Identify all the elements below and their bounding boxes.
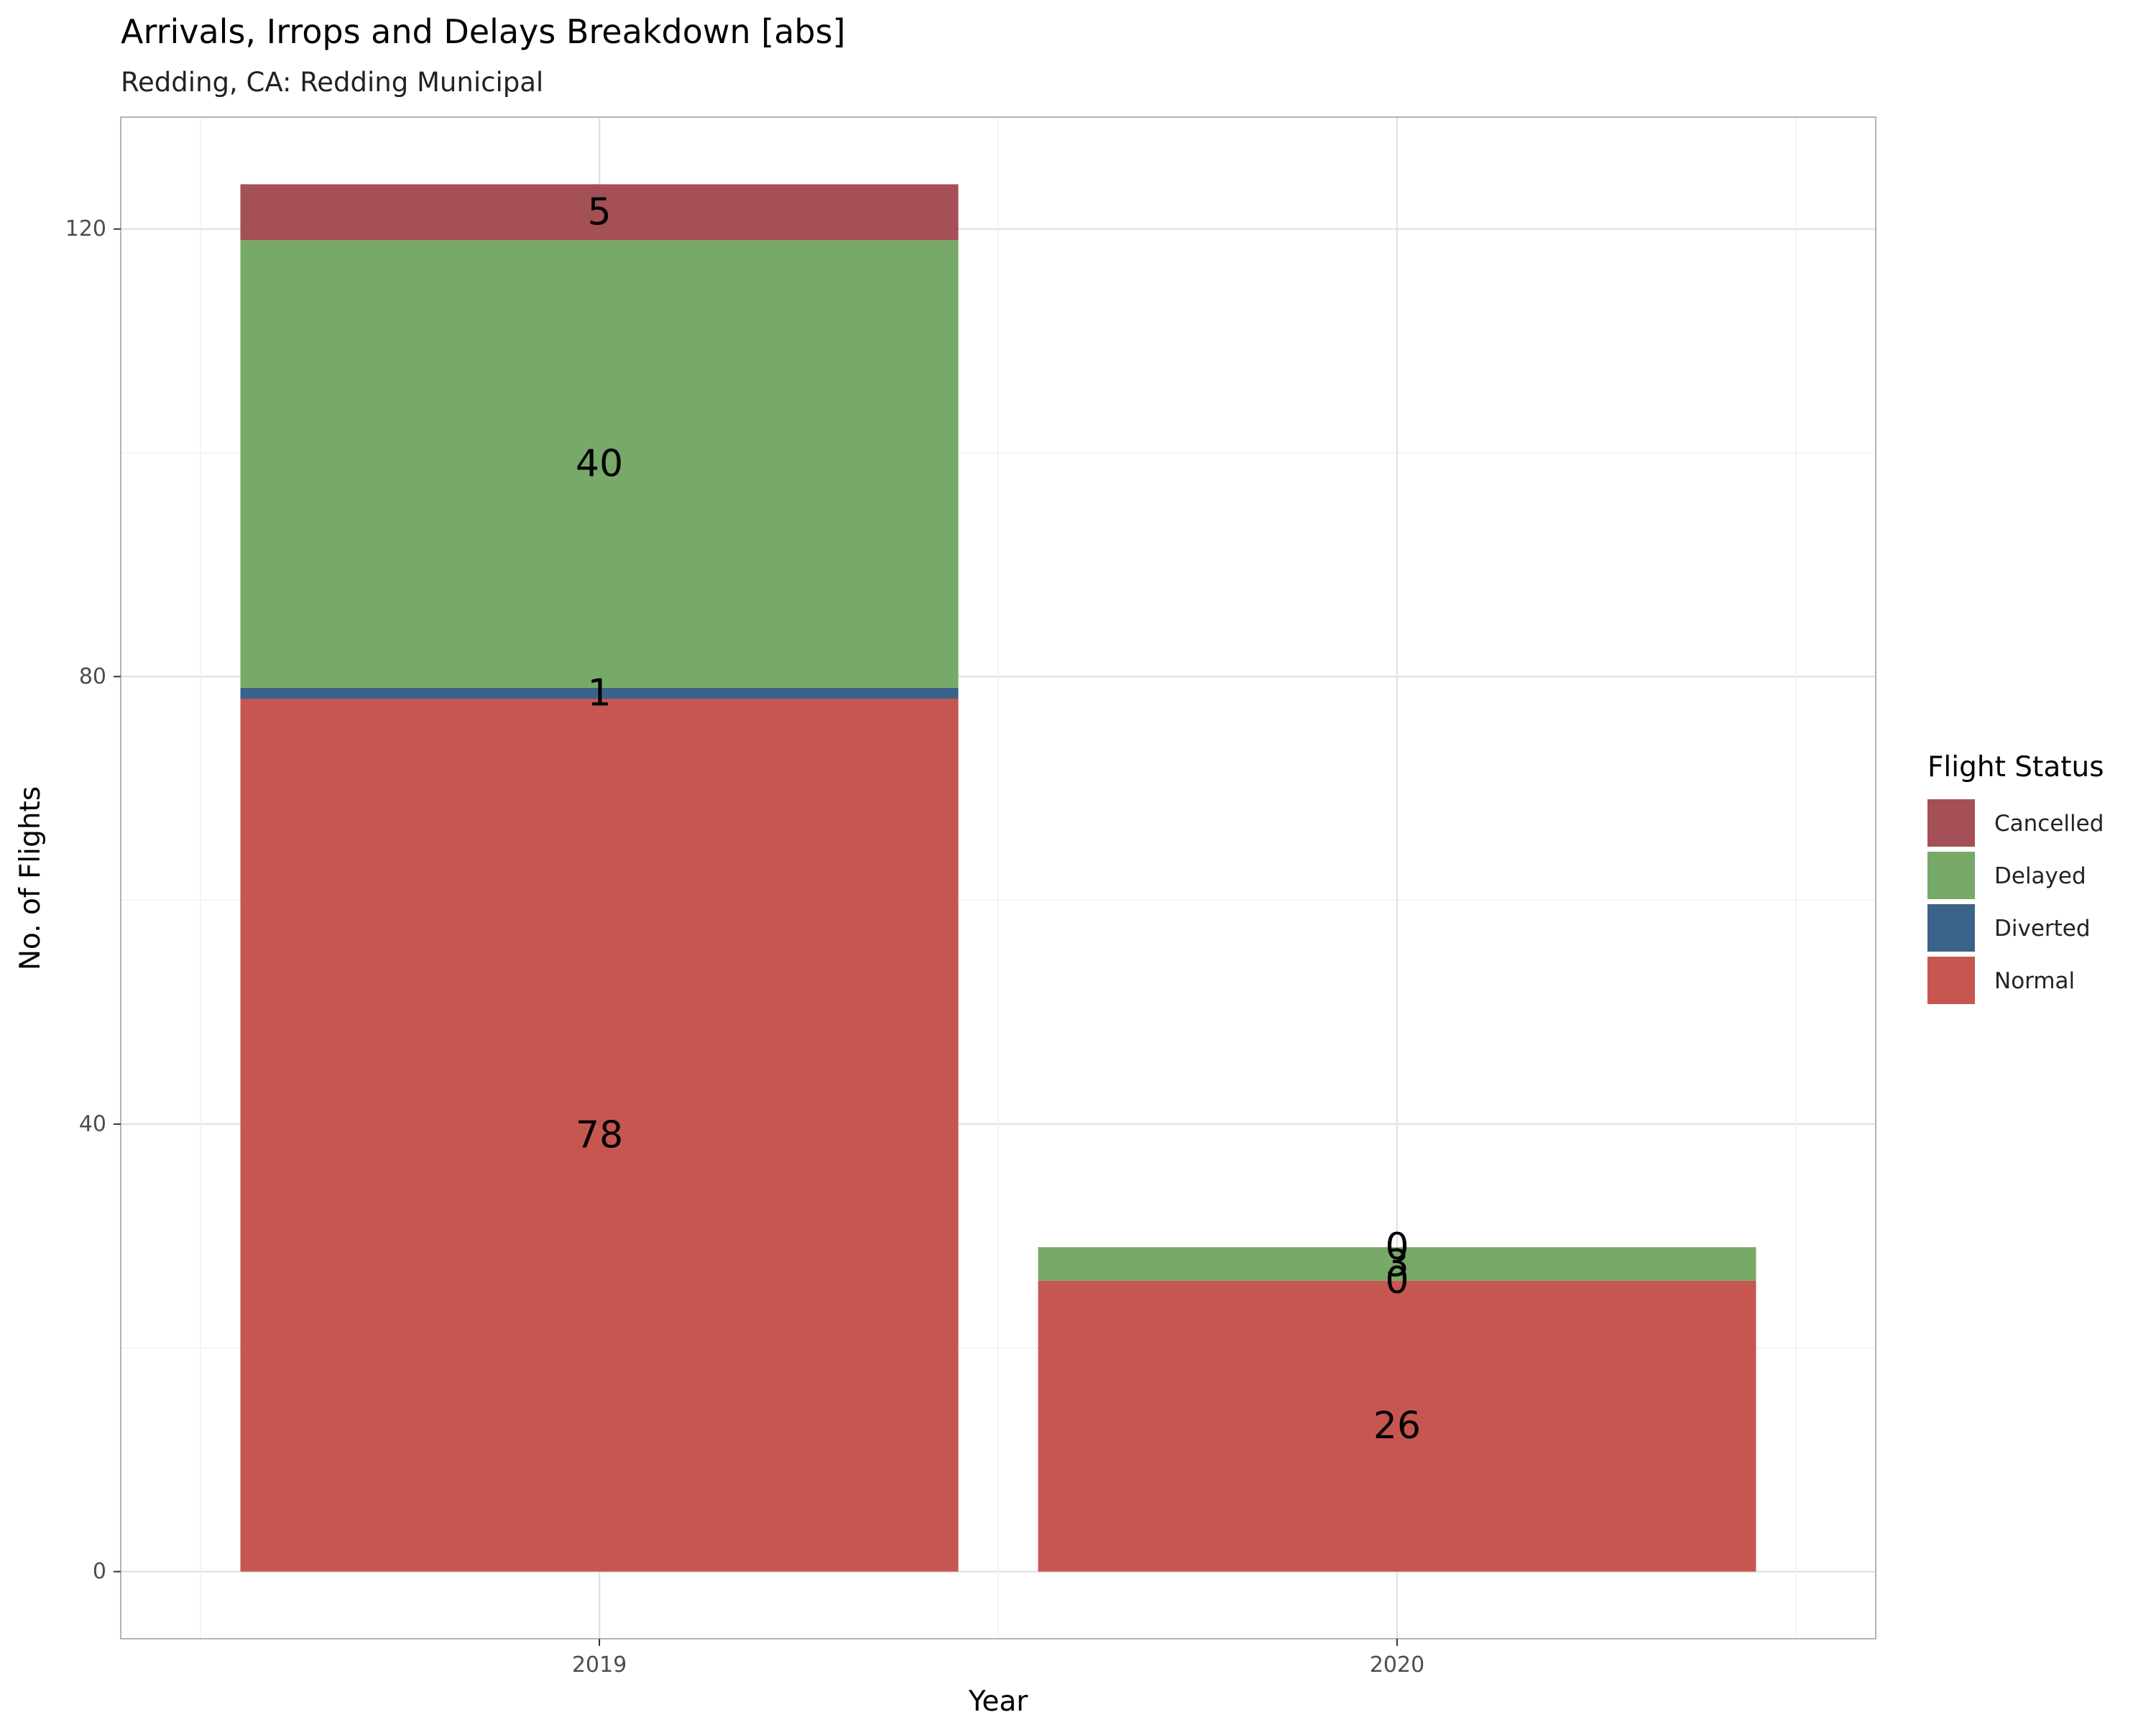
y-tick-label: 40 — [79, 1111, 106, 1136]
data-label-diverted-2019: 1 — [587, 672, 611, 715]
legend-label-normal: Normal — [1994, 968, 2075, 994]
bar-delayed-2019 — [240, 240, 959, 688]
legend: Flight Status Cancelled Delayed Diverted No… — [1927, 751, 2104, 1004]
legend-title: Flight Status — [1927, 751, 2104, 783]
bar-labels: 78 1 40 5 26 030 — [576, 190, 1421, 1448]
plot-border — [120, 116, 1876, 1639]
data-label-normal-2020: 26 — [1373, 1404, 1421, 1448]
bar-normal-2020 — [1038, 1280, 1756, 1572]
data-label-cancelled-2020: 0 — [1385, 1225, 1409, 1269]
x-tick-label: 2019 — [572, 1652, 627, 1678]
bar-normal-2019 — [240, 699, 959, 1572]
chart-title: Arrivals, Irrops and Delays Breakdown [a… — [121, 12, 845, 51]
data-label-delayed-2020: 3 — [1385, 1243, 1409, 1286]
legend-swatch-delayed — [1927, 852, 1975, 899]
x-axis-ticks: 2019 2020 — [572, 1639, 1424, 1678]
legend-swatch-normal — [1927, 957, 1975, 1004]
bar-diverted-2019 — [240, 687, 959, 699]
bar-delayed-2020 — [1038, 1247, 1756, 1281]
bar-cancelled-2019 — [240, 184, 959, 241]
y-axis-title: No. of Flights — [14, 786, 47, 970]
legend-swatch-diverted — [1927, 904, 1975, 952]
x-axis-title: Year — [968, 1685, 1029, 1718]
chart-subtitle: Redding, CA: Redding Municipal — [121, 67, 543, 98]
y-tick-label: 80 — [79, 664, 106, 689]
y-tick-label: 0 — [93, 1559, 106, 1584]
data-label-normal-2019: 78 — [576, 1114, 623, 1157]
x-tick-label: 2020 — [1370, 1652, 1424, 1678]
data-label-delayed-2019: 40 — [576, 443, 623, 486]
legend-swatch-cancelled — [1927, 799, 1975, 847]
legend-label-delayed: Delayed — [1994, 863, 2086, 889]
y-axis-ticks: 0 40 80 120 — [65, 216, 121, 1584]
legend-label-cancelled: Cancelled — [1994, 811, 2104, 837]
y-tick-label: 120 — [65, 216, 106, 242]
data-label-diverted-2020: 0 — [1385, 1259, 1409, 1302]
legend-label-diverted: Diverted — [1994, 916, 2091, 942]
bars — [240, 184, 1756, 1572]
data-label-cancelled-2019: 5 — [587, 190, 611, 234]
